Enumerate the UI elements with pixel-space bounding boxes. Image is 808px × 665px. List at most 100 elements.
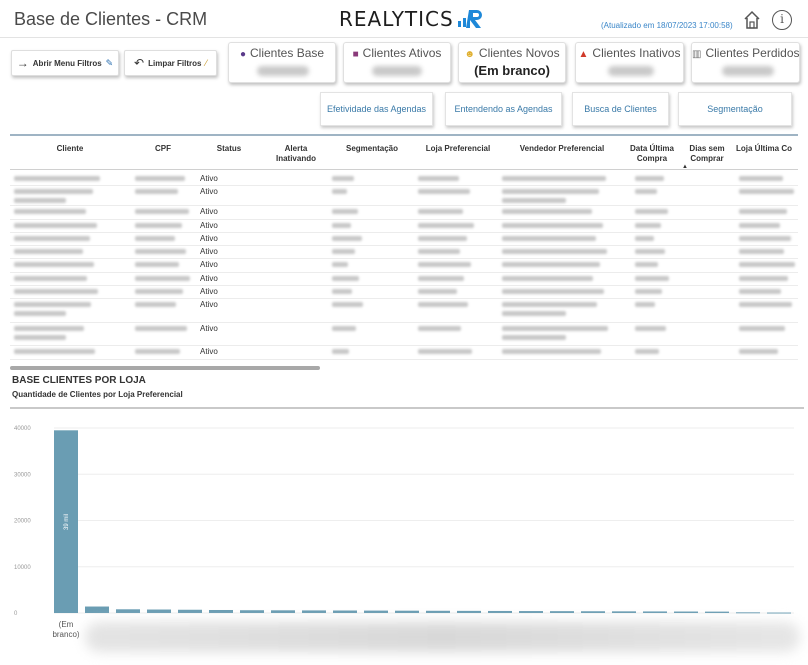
table-horizontal-scrollbar[interactable] [10,366,320,370]
table-cell-redacted [418,349,472,354]
table-cell-redacted [418,189,470,194]
table-row[interactable]: Ativo [10,220,798,233]
open-filters-label: Abrir Menu Filtros [32,58,102,68]
bar[interactable] [209,609,233,613]
nav-busca-button[interactable]: Busca de Clientes [572,92,669,126]
bar[interactable] [364,610,388,613]
table-row[interactable]: Ativo [10,299,798,323]
table-row[interactable]: Ativo [10,273,798,286]
table-cell-redacted [502,289,604,294]
table-row[interactable]: Ativo [10,346,798,360]
column-header[interactable]: Cliente [56,144,84,153]
kpi-label: Clientes Base [250,46,325,60]
column-header[interactable]: Loja Última Co [736,144,793,153]
section-subtitle: Quantidade de Clientes por Loja Preferen… [12,390,183,399]
column-header[interactable]: Vendedor Preferencial [519,144,605,153]
table-row[interactable]: Ativo [10,259,798,273]
kpi-clientes-novos: ☻ Clientes Novos (Em branco) [458,42,566,83]
bar[interactable] [54,430,78,613]
table-row[interactable]: Ativo [10,286,798,299]
table-cell-redacted [418,262,471,267]
bar[interactable] [705,611,729,613]
bar[interactable] [178,609,202,613]
kpi-label: Clientes Ativos [362,46,442,60]
table-cell-redacted [418,236,467,241]
table-cell-redacted [332,223,351,228]
column-header[interactable]: Status [216,144,242,153]
kpi-clientes-inativos: ▲ Clientes Inativos [575,42,684,83]
table-cell-redacted [14,262,94,267]
bar[interactable] [488,610,512,613]
bar[interactable] [674,611,698,613]
home-icon[interactable] [742,10,762,30]
clear-filters-button[interactable]: ↶ Limpar Filtros ⁄ [124,50,217,76]
table-cell-redacted [332,289,352,294]
bar[interactable] [395,610,419,613]
bar[interactable] [147,609,171,613]
bar[interactable] [643,611,667,613]
table-cell-redacted [14,326,84,331]
bar[interactable] [457,610,481,613]
table-cell-redacted [635,349,659,354]
status-value: Ativo [200,234,218,243]
status-value: Ativo [200,247,218,256]
table-cell-redacted [635,276,669,281]
table-cell-redacted [739,223,780,228]
eraser-icon: ⁄ [205,58,207,68]
table-row[interactable]: Ativo [10,186,798,206]
bar[interactable] [271,610,295,613]
y-tick-label: 10000 [14,565,31,571]
table-cell-redacted [739,289,781,294]
table-cell-redacted [14,335,66,340]
section-title: BASE CLIENTES POR LOJA [12,375,146,386]
open-filters-button[interactable]: → Abrir Menu Filtros ✎ [11,50,119,76]
bar[interactable] [550,611,574,613]
column-header[interactable]: Segmentação [345,144,399,153]
bar[interactable] [302,610,326,613]
bar[interactable] [767,612,791,614]
table-cell-redacted [418,223,474,228]
table-cell-redacted [418,209,463,214]
header: Base de Clientes - CRM REALYTICS (Atuali… [0,0,808,38]
status-value: Ativo [200,207,218,216]
table-row[interactable]: Ativo [10,246,798,259]
table-cell-redacted [502,276,593,281]
alert-icon: ▲ [578,49,589,60]
bar[interactable] [581,611,605,613]
column-header[interactable]: Alerta Inativando [275,144,316,163]
bar[interactable] [612,611,636,613]
table-cell-redacted [418,249,460,254]
column-header[interactable]: Data Última Compra [629,144,674,163]
status-value: Ativo [200,174,218,183]
table-cell-redacted [635,189,657,194]
column-header[interactable]: Dias sem Comprar [689,144,725,163]
table-row[interactable]: Ativo [10,173,798,186]
bar[interactable] [116,609,140,613]
table-cell-redacted [14,189,93,194]
nav-segmentacao-button[interactable]: Segmentação [678,92,792,126]
clients-table: Cliente CPF Status Alerta Inativando Seg… [10,134,798,366]
table-cell-redacted [135,289,183,294]
nav-efetividade-button[interactable]: Efetividade das Agendas [320,92,433,126]
page-title: Base de Clientes - CRM [14,9,208,29]
column-header[interactable]: CPF [155,144,171,153]
table-cell-redacted [739,262,795,267]
kpi-value [372,66,422,76]
bar[interactable] [333,610,357,613]
bar[interactable] [85,606,109,613]
nav-entendendo-button[interactable]: Entendendo as Agendas [445,92,562,126]
table-cell-redacted [14,209,86,214]
status-value: Ativo [200,221,218,230]
info-icon[interactable]: i [772,10,792,30]
column-header[interactable]: Loja Preferencial [425,144,491,153]
bar[interactable] [240,610,264,613]
table-row[interactable]: Ativo [10,323,798,346]
bar[interactable] [519,611,543,613]
bar[interactable] [426,610,450,613]
x-category-label: (Em [59,620,74,629]
table-cell-redacted [14,198,66,203]
bar[interactable] [736,612,760,614]
table-row[interactable]: Ativo [10,233,798,246]
table-cell-redacted [135,209,189,214]
table-row[interactable]: Ativo [10,206,798,220]
